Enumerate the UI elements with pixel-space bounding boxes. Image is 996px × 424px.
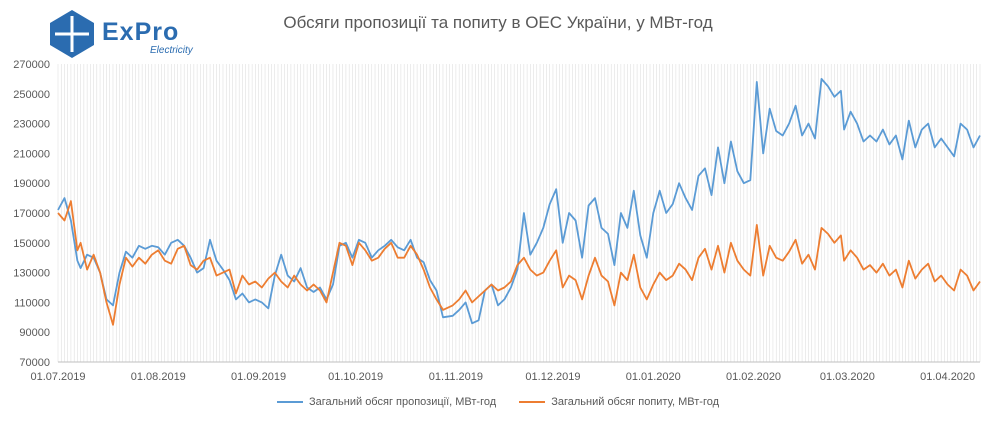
y-tick-label: 170000 bbox=[13, 208, 50, 220]
y-tick-label: 190000 bbox=[13, 178, 50, 190]
y-tick-label: 70000 bbox=[19, 357, 50, 369]
y-tick-label: 90000 bbox=[19, 327, 50, 339]
y-tick-label: 250000 bbox=[13, 89, 50, 101]
legend-label-supply: Загальний обсяг пропозиції, МВт-год bbox=[308, 396, 497, 408]
expro-logo: ExPro Electricity bbox=[46, 8, 196, 60]
x-tick-label: 01.01.2020 bbox=[626, 371, 681, 383]
series-line-demand bbox=[57, 200, 981, 326]
chart-title: Обсяги пропозиції та попиту в ОЕС Україн… bbox=[283, 13, 713, 32]
x-tick-label: 01.11.2019 bbox=[429, 371, 483, 383]
logo-name: ExPro bbox=[102, 18, 180, 46]
legend-swatch-demand bbox=[519, 401, 546, 404]
x-tick-label: 01.09.2019 bbox=[231, 371, 286, 383]
x-tick-label: 01.07.2019 bbox=[30, 371, 85, 383]
y-tick-label: 210000 bbox=[13, 148, 50, 160]
y-tick-label: 130000 bbox=[13, 268, 50, 280]
legend-label-demand: Загальний обсяг попиту, МВт-год bbox=[551, 396, 720, 408]
series-line-supply bbox=[57, 78, 981, 325]
x-tick-label: 01.12.2019 bbox=[525, 371, 580, 383]
legend-swatch-supply bbox=[276, 401, 303, 404]
y-tick-label: 110000 bbox=[14, 297, 50, 309]
legend-item-supply: Загальний обсяг пропозиції, МВт-год bbox=[276, 396, 497, 408]
chart-legend: Загальний обсяг пропозиції, МВт-год Зага… bbox=[0, 396, 996, 408]
x-tick-label: 01.02.2020 bbox=[726, 371, 781, 383]
x-tick-label: 01.10.2019 bbox=[328, 371, 383, 383]
logo-subtitle: Electricity bbox=[150, 45, 193, 56]
legend-item-demand: Загальний обсяг попиту, МВт-год bbox=[519, 396, 719, 408]
x-tick-label: 01.08.2019 bbox=[131, 371, 186, 383]
y-tick-label: 150000 bbox=[13, 238, 50, 250]
logo-mark-icon bbox=[50, 10, 94, 58]
x-tick-label: 01.03.2020 bbox=[820, 371, 875, 383]
y-tick-label: 230000 bbox=[13, 119, 50, 131]
x-tick-label: 01.04.2020 bbox=[920, 371, 975, 383]
y-tick-label: 270000 bbox=[13, 59, 50, 71]
